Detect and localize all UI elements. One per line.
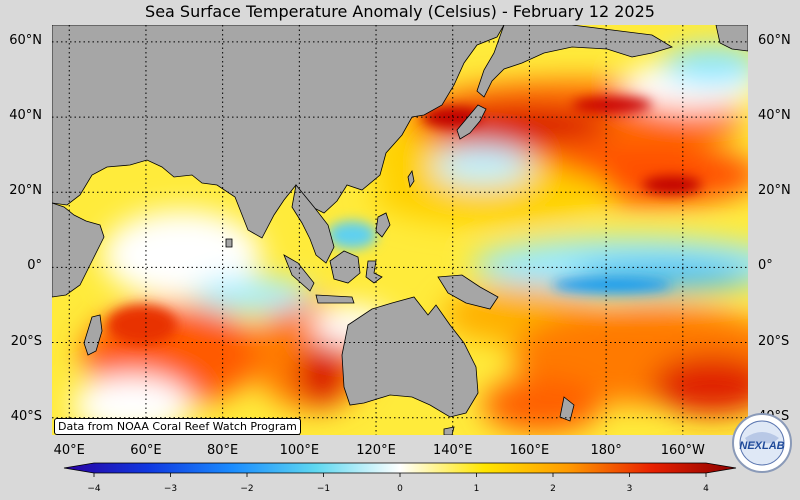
longitude-label-0: 40°E	[53, 443, 85, 458]
colorbar-bar	[63, 462, 737, 474]
nexlab-logo: NEXLAB	[732, 413, 792, 473]
land	[52, 25, 748, 435]
logo-text: NEXLAB	[739, 440, 784, 452]
longitude-label-3: 100°E	[279, 443, 320, 458]
colorbar-tick-label-4: 0	[397, 484, 403, 494]
colorbar	[63, 462, 737, 477]
latitude-label-left-2: 20°N	[9, 183, 42, 199]
latitude-label-right-4: 20°S	[758, 333, 790, 349]
latitude-label-right-1: 40°N	[758, 108, 791, 124]
latitude-label-right-3: 0°	[758, 258, 773, 274]
colorbar-tick-label-6: 2	[550, 484, 556, 494]
latitude-label-left-1: 40°N	[9, 108, 42, 124]
colorbar-tick-label-5: 1	[473, 484, 480, 494]
map-title: Sea Surface Temperature Anomaly (Celsius…	[145, 2, 655, 21]
colorbar-tick-label-0: −4	[87, 484, 101, 494]
longitude-label-7: 180°	[590, 443, 622, 458]
latitude-label-left-4: 20°S	[10, 333, 42, 349]
longitude-label-6: 160°E	[509, 443, 550, 458]
latitude-label-right-0: 60°N	[758, 32, 791, 48]
longitude-label-8: 160°W	[660, 443, 705, 458]
colorbar-tick-label-2: −2	[240, 484, 254, 494]
colorbar-tick-label-1: −3	[163, 484, 178, 494]
anomaly-detail	[107, 97, 702, 345]
latitude-label-left-3: 0°	[27, 258, 42, 274]
data-credit: Data from NOAA Coral Reef Watch Program	[54, 418, 301, 435]
colorbar-tick-label-3: −1	[316, 484, 331, 494]
longitude-label-2: 80°E	[207, 443, 239, 458]
colorbar-tick-label-8: 4	[703, 484, 709, 494]
colorbar-tick-label-7: 3	[626, 484, 633, 494]
longitude-label-1: 60°E	[130, 443, 162, 458]
longitude-label-5: 140°E	[432, 443, 473, 458]
latitude-label-left-0: 60°N	[9, 32, 42, 48]
map-canvas	[52, 25, 748, 435]
latitude-label-left-5: 40°S	[10, 408, 42, 424]
latitude-label-right-2: 20°N	[758, 183, 791, 199]
graticule	[52, 25, 748, 435]
sst-anomaly-map[interactable]	[52, 25, 748, 435]
longitude-label-4: 120°E	[356, 443, 396, 458]
